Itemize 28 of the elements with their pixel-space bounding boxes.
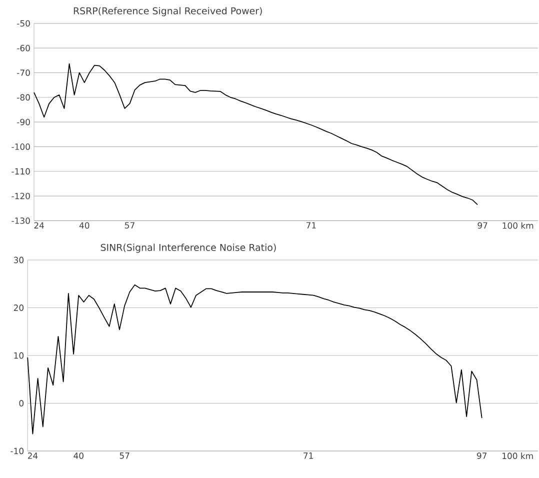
y-tick-label: -90: [17, 118, 30, 126]
y-tick-label: 20: [14, 304, 24, 311]
x-tick-label: 71: [306, 222, 316, 228]
x-tick-label: 97: [477, 452, 487, 459]
x-tick-label: 24: [28, 452, 38, 459]
x-tick-label: 57: [120, 452, 130, 459]
chart-title: RSRP(Reference Signal Received Power): [74, 7, 262, 16]
x-tick-label: 100 km: [502, 222, 534, 229]
y-tick-label: -60: [17, 44, 30, 52]
y-tick-label: -80: [17, 94, 30, 101]
y-tick-label: -50: [17, 20, 30, 27]
x-tick-label: 40: [79, 222, 90, 229]
x-tick-label: 40: [74, 452, 84, 459]
y-tick-label: -100: [12, 144, 30, 150]
y-tick-label: -130: [12, 218, 30, 224]
y-tick-label: -70: [17, 70, 30, 76]
y-tick-label: 10: [14, 352, 24, 359]
chart-title: SINR(Signal Interference Noise Ratio): [100, 244, 276, 253]
x-tick-label: 57: [125, 222, 134, 229]
y-tick-label: 0: [19, 400, 24, 406]
x-tick-label: 71: [304, 452, 313, 459]
y-tick-label: -10: [10, 448, 24, 454]
y-tick-label: 30: [14, 256, 24, 264]
y-tick-label: -120: [12, 192, 30, 200]
x-tick-label: 100 km: [502, 452, 533, 460]
x-tick-label: 24: [34, 222, 44, 229]
x-tick-label: 97: [478, 222, 488, 229]
y-tick-label: -110: [12, 168, 30, 175]
